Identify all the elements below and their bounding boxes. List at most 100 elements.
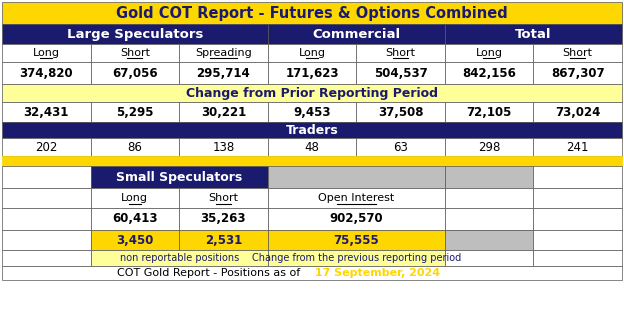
Bar	[179, 62, 268, 84]
Bar	[534, 44, 622, 62]
Bar	[268, 250, 445, 266]
Text: Long: Long	[121, 193, 149, 203]
Text: 298: 298	[478, 140, 500, 154]
Bar	[445, 166, 534, 188]
Text: Commercial: Commercial	[312, 27, 401, 41]
Text: 202: 202	[35, 140, 57, 154]
Text: Short: Short	[386, 48, 416, 58]
Bar	[534, 62, 622, 84]
Bar	[2, 44, 90, 62]
Text: 72,105: 72,105	[467, 106, 512, 118]
Bar	[534, 250, 622, 266]
Bar	[90, 44, 179, 62]
Bar	[268, 166, 445, 188]
Bar	[90, 166, 268, 188]
Bar	[445, 102, 534, 122]
Text: Long: Long	[298, 48, 326, 58]
Bar	[445, 138, 534, 156]
Text: 171,623: 171,623	[285, 67, 339, 80]
Bar	[356, 138, 445, 156]
Text: 63: 63	[393, 140, 408, 154]
Text: 67,056: 67,056	[112, 67, 158, 80]
Text: Short: Short	[120, 48, 150, 58]
Bar	[445, 250, 534, 266]
Bar	[90, 62, 179, 84]
Bar	[2, 102, 90, 122]
Bar	[90, 250, 268, 266]
Text: 5,295: 5,295	[116, 106, 154, 118]
Text: 35,263: 35,263	[201, 213, 246, 225]
Bar	[356, 44, 445, 62]
Bar	[2, 266, 622, 280]
Text: Gold COT Report - Futures & Options Combined: Gold COT Report - Futures & Options Comb…	[116, 5, 508, 21]
Text: 867,307: 867,307	[551, 67, 605, 80]
Text: 902,570: 902,570	[329, 213, 383, 225]
Bar	[534, 102, 622, 122]
Text: Large Speculators: Large Speculators	[67, 27, 203, 41]
Bar	[445, 24, 622, 44]
Bar	[534, 208, 622, 230]
Bar	[534, 230, 622, 250]
Text: 32,431: 32,431	[24, 106, 69, 118]
Text: Short: Short	[563, 48, 593, 58]
Text: 73,024: 73,024	[555, 106, 600, 118]
Text: 48: 48	[305, 140, 319, 154]
Bar	[268, 62, 356, 84]
Text: 504,537: 504,537	[374, 67, 427, 80]
Text: 241: 241	[567, 140, 589, 154]
Bar	[2, 84, 622, 102]
Text: 9,453: 9,453	[293, 106, 331, 118]
Bar	[445, 188, 534, 208]
Bar	[445, 230, 534, 250]
Text: Change from the previous reporting period: Change from the previous reporting perio…	[251, 253, 461, 263]
Text: Total: Total	[515, 27, 552, 41]
Bar	[179, 102, 268, 122]
Text: 138: 138	[212, 140, 235, 154]
Text: Change from Prior Reporting Period: Change from Prior Reporting Period	[186, 87, 438, 99]
Bar	[2, 138, 90, 156]
Text: Small Speculators: Small Speculators	[116, 171, 242, 184]
Bar	[2, 166, 90, 188]
Text: Spreading: Spreading	[195, 48, 252, 58]
Text: COT Gold Report - Positions as of: COT Gold Report - Positions as of	[117, 268, 307, 278]
Bar	[356, 102, 445, 122]
Bar	[2, 2, 622, 24]
Text: 37,508: 37,508	[378, 106, 423, 118]
Text: 295,714: 295,714	[197, 67, 250, 80]
Bar	[268, 138, 356, 156]
Text: 30,221: 30,221	[201, 106, 246, 118]
Bar	[179, 230, 268, 250]
Bar	[268, 230, 445, 250]
Bar	[2, 188, 90, 208]
Bar	[179, 138, 268, 156]
Text: Open Interest: Open Interest	[318, 193, 394, 203]
Text: 60,413: 60,413	[112, 213, 158, 225]
Bar	[534, 138, 622, 156]
Bar	[2, 156, 622, 166]
Bar	[268, 208, 445, 230]
Bar	[445, 44, 534, 62]
Bar	[90, 138, 179, 156]
Bar	[90, 230, 179, 250]
Bar	[356, 62, 445, 84]
Bar	[534, 188, 622, 208]
Bar	[179, 188, 268, 208]
Bar	[90, 188, 179, 208]
Text: Long: Long	[475, 48, 503, 58]
Bar	[2, 250, 90, 266]
Bar	[2, 122, 622, 138]
Bar	[179, 208, 268, 230]
Text: non reportable positions: non reportable positions	[120, 253, 239, 263]
Text: 842,156: 842,156	[462, 67, 516, 80]
Text: Short: Short	[208, 193, 238, 203]
Bar	[179, 44, 268, 62]
Text: 86: 86	[127, 140, 142, 154]
Bar	[534, 166, 622, 188]
Bar	[2, 24, 268, 44]
Bar	[268, 188, 445, 208]
Text: 2,531: 2,531	[205, 233, 242, 247]
Text: 75,555: 75,555	[333, 233, 379, 247]
Text: Long: Long	[33, 48, 60, 58]
Text: 374,820: 374,820	[19, 67, 73, 80]
Text: 3,450: 3,450	[116, 233, 154, 247]
